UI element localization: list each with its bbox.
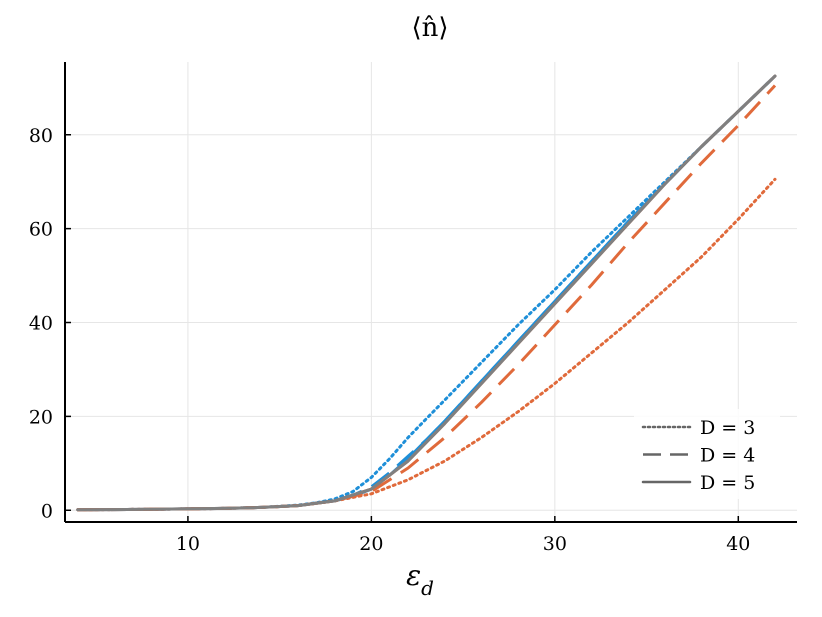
series-line-blue-dotted	[76, 74, 777, 512]
x-tick-label: 20	[359, 533, 383, 555]
series-line-gray-solid	[76, 74, 777, 512]
tick-labels: 10 20 30 40 0 20 40 60 80	[29, 125, 751, 555]
y-tick-label: 20	[29, 406, 53, 428]
y-tick-label: 0	[41, 500, 53, 522]
x-tick-label: 40	[726, 533, 750, 555]
legend-label: D = 3	[700, 417, 755, 439]
x-axis-label-subscript: d	[421, 576, 434, 600]
y-tick-label: 60	[29, 219, 53, 241]
x-axis-label-main: ε	[406, 559, 421, 592]
y-tick-label: 80	[29, 125, 53, 147]
x-axis-label: εd	[406, 559, 434, 600]
x-tick-label: 10	[176, 533, 200, 555]
legend-label: D = 4	[700, 445, 755, 467]
x-tick-label: 30	[543, 533, 567, 555]
legend: D = 3 D = 4 D = 5	[634, 409, 780, 499]
series-group	[76, 74, 777, 512]
y-tick-label: 40	[29, 313, 53, 335]
axes	[64, 62, 797, 523]
legend-label: D = 5	[700, 472, 755, 494]
chart-title: ⟨n̂⟩	[411, 13, 448, 43]
